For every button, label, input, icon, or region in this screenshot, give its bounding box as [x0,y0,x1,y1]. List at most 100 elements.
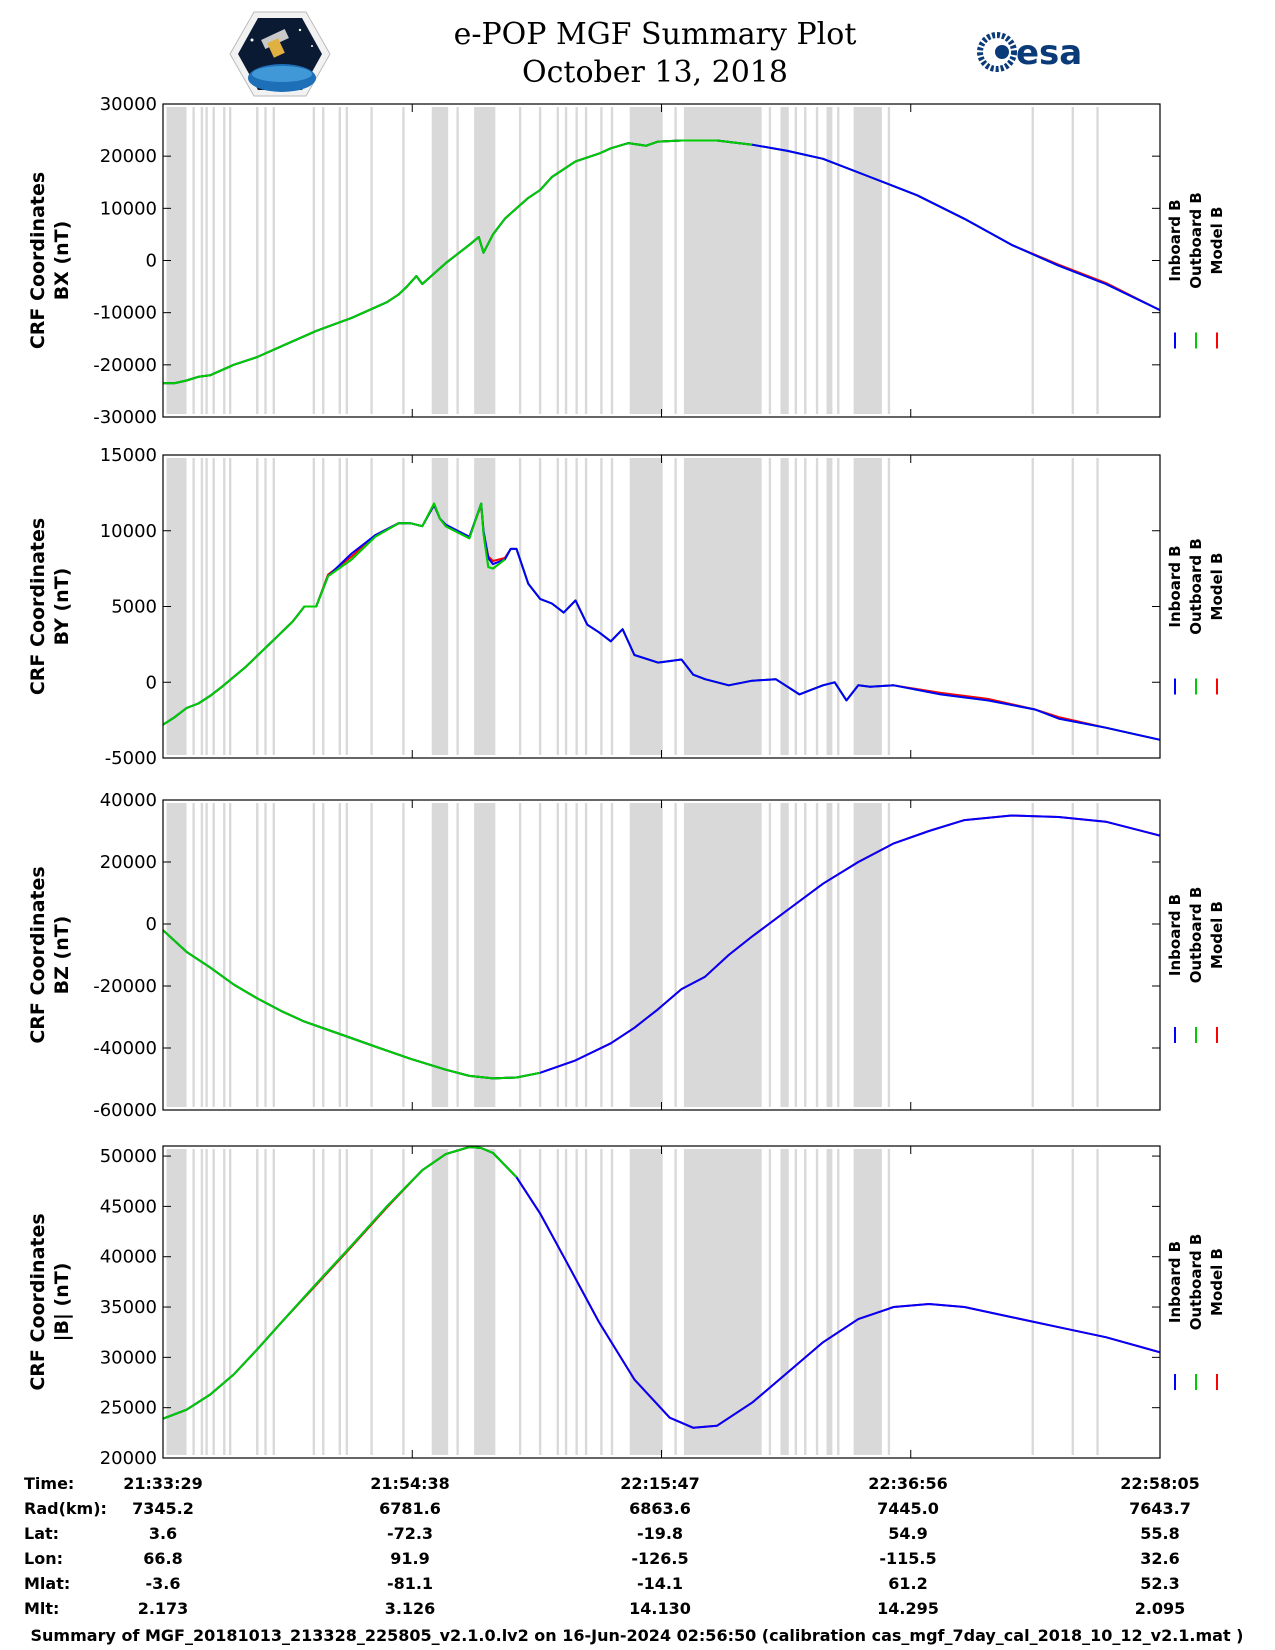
info-cell: -3.6 [146,1574,181,1593]
info-cell: 32.6 [1140,1549,1179,1568]
data-gap-band [223,458,226,755]
info-cell: 61.2 [888,1574,927,1593]
data-gap-band [272,107,275,414]
y-tick-label: 10000 [100,198,157,219]
data-gap-band [575,458,578,755]
data-gap-band [584,458,588,755]
info-row-label: Mlat: [24,1574,70,1593]
data-gap-band [556,107,559,414]
esa-logo: esa [977,32,1082,73]
data-gap-band [205,803,208,1107]
data-gap-band [780,803,789,1107]
info-cell: 2.173 [138,1599,189,1618]
data-gap-band [853,803,882,1107]
data-gap-band [223,1149,226,1455]
data-gap-band [312,107,316,414]
info-cell: -19.8 [637,1524,683,1543]
data-gap-band [1071,107,1074,414]
data-gap-band [166,1149,187,1455]
legend-label: Outboard B [1187,538,1205,635]
plot-title-line1: e-POP MGF Summary Plot [454,17,857,52]
data-gap-band [228,107,232,414]
data-gap-band [780,107,789,414]
legend-label: Model B [1208,1248,1226,1316]
data-gap-band [312,803,316,1107]
y-axis-label-line2: BY (nT) [51,568,73,646]
y-tick-label: 40000 [100,790,157,811]
data-gap-band [887,458,891,755]
data-gap-band [192,458,195,755]
y-tick-label: 10000 [100,521,157,542]
y-axis-label-line1: CRF Coordinates [27,1213,49,1390]
data-gap-band [600,107,603,414]
data-gap-band [200,107,204,414]
data-gap-band [474,458,496,755]
data-gap-band [610,107,614,414]
series-line-outboard-b-overlay [163,139,753,385]
y-axis-label-line1: CRF Coordinates [27,172,49,349]
data-gap-band [474,107,496,414]
y-tick-label: 30000 [100,1347,157,1368]
data-gap-band [192,803,195,1107]
data-gap-band [584,107,588,414]
y-tick-label: 0 [146,251,157,272]
data-gap-band [1031,458,1034,755]
info-cell: 3.126 [385,1599,436,1618]
data-gap-band [629,107,663,414]
info-cell: 14.130 [629,1599,691,1618]
legend-label: Inboard B [1166,894,1184,976]
data-gap-band [312,1149,316,1455]
data-gap-band [264,458,267,755]
y-tick-label: 15000 [100,445,157,466]
info-cell: 22:36:56 [868,1474,948,1493]
y-tick-label: 5000 [111,597,157,618]
data-gap-band [338,1149,341,1455]
data-gap-band [584,803,588,1107]
data-gap-band [538,803,542,1107]
data-gap-band [256,107,259,414]
orbit-info-table: Time: Rad(km): Lat: Lon: Mlat: Mlt: 21:33:29 73… [24,1474,1200,1618]
info-row-label: Lon: [24,1549,63,1568]
data-gap-band [794,458,798,755]
data-gap-band [431,1149,449,1455]
data-gap-band [212,107,215,414]
data-gap-band [345,803,349,1107]
data-gap-band [1031,107,1034,414]
data-gap-band [338,107,341,414]
data-gap-band [674,803,677,1107]
info-cell: 3.6 [149,1524,177,1543]
data-gap-band [804,458,807,755]
data-gap-band [826,458,833,755]
info-cell: 7345.2 [132,1499,194,1518]
data-gap-band [370,107,373,414]
esa-logo-text: esa [1016,33,1082,73]
data-gap-band [272,1149,275,1455]
data-gap-band [1096,458,1099,755]
info-cell: 2.095 [1135,1599,1186,1618]
info-cell: -72.3 [387,1524,433,1543]
data-gap-band [683,1149,762,1455]
data-gap-band [853,107,882,414]
y-tick-label: 40000 [100,1247,157,1268]
data-gap-band [575,803,578,1107]
data-gap-band [205,1149,208,1455]
data-gap-band [1071,1149,1074,1455]
data-gap-band [804,1149,807,1455]
data-gap-band [370,458,373,755]
data-gap-band [192,1149,195,1455]
data-gap-band [518,107,522,414]
data-gap-band [887,803,891,1107]
cassiope-mission-logo [229,11,331,97]
data-gap-band [264,107,267,414]
info-cell: 6863.6 [629,1499,691,1518]
data-gap-band [456,458,459,755]
data-gap-band [402,458,405,755]
info-row-label: Time: [24,1474,74,1493]
data-gap-band [837,1149,840,1455]
data-gap-band [584,1149,588,1455]
data-gap-band [1031,1149,1034,1455]
series-line-outboard-b-overlay [162,502,506,726]
y-axis-label-line2: |B| (nT) [51,1263,73,1342]
legend-label: Model B [1208,901,1226,969]
